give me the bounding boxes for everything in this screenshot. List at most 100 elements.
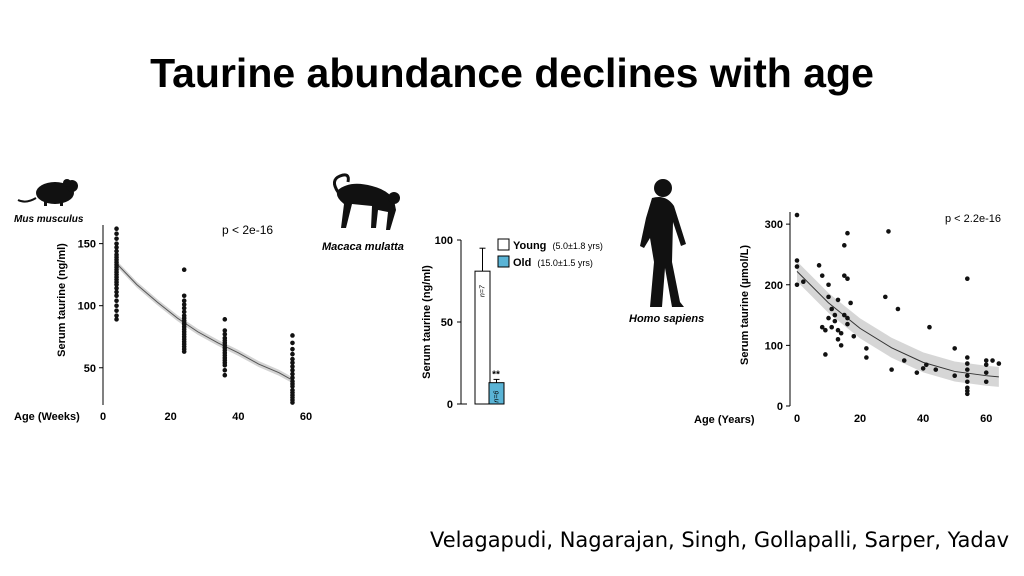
human-data-point <box>819 273 825 278</box>
mouse-data-point <box>114 286 119 291</box>
significance-marker: ** <box>492 369 500 380</box>
human-data-point <box>983 370 989 375</box>
mouse-data-point <box>114 231 119 236</box>
mouse-data-point <box>290 375 295 380</box>
human-data-point <box>842 243 847 248</box>
human-icon <box>640 179 686 307</box>
mouse-icon <box>17 179 78 206</box>
monkey-chart: 0 50 100 n=7 n=6 ** <box>435 235 505 411</box>
human-data-point <box>819 324 825 330</box>
mouse-data-point <box>290 367 295 373</box>
mouse-data-point <box>181 298 187 304</box>
mouse-x-label: Age (Weeks) <box>14 411 80 423</box>
mouse-data-point <box>181 293 187 299</box>
mouse-x-tick-label: 20 <box>165 411 177 423</box>
human-data-point <box>901 358 907 363</box>
mouse-x-tick-label: 40 <box>232 411 244 423</box>
bar-young <box>474 270 491 405</box>
mouse-data-point <box>181 305 187 311</box>
human-data-point <box>952 373 957 378</box>
human-data-point <box>965 373 970 378</box>
human-data-point <box>832 318 838 324</box>
mouse-data-point <box>181 349 187 354</box>
human-data-point <box>990 358 995 363</box>
human-data-point <box>933 367 939 372</box>
bar-n-label-old: n=6 <box>494 391 501 403</box>
human-p-value: p < 2.2e-16 <box>945 213 1001 225</box>
mouse-x-tick-label: 0 <box>100 411 106 423</box>
human-species-label: Homo sapiens <box>629 313 704 325</box>
legend-young: Young (5.0±1.8 yrs) <box>513 240 603 252</box>
human-data-point <box>835 337 841 342</box>
mouse-data-point <box>290 364 295 369</box>
human-x-tick-label: 60 <box>980 413 992 425</box>
monkey-species-label: Macaca mulatta <box>322 241 404 253</box>
human-data-point <box>965 391 970 397</box>
mouse-data-point <box>290 333 295 338</box>
mouse-y-tick-label: 150 <box>78 239 96 251</box>
human-data-point <box>823 327 828 333</box>
human-data-point <box>842 312 847 318</box>
mouse-data-point <box>114 226 119 232</box>
mouse-data-point <box>114 289 119 295</box>
mouse-chart: 50 100 150 0 20 40 60 <box>78 225 312 423</box>
mouse-y-tick-label: 100 <box>78 301 96 313</box>
mouse-data-point <box>181 309 187 315</box>
mouse-data-point <box>181 302 187 307</box>
mouse-data-point <box>290 351 295 357</box>
human-data-point <box>883 294 888 300</box>
monkey-y-label: Serum taurine (ng/ml) <box>421 265 433 379</box>
human-data-point <box>826 294 831 300</box>
human-data-point <box>965 355 970 360</box>
human-data-point <box>829 306 834 312</box>
legend-old-swatch <box>497 255 510 268</box>
mouse-data-point <box>114 293 119 299</box>
human-data-point <box>826 282 831 288</box>
slide-title: Taurine abundance declines with age <box>150 50 874 96</box>
human-y-tick-label: 200 <box>765 280 783 292</box>
mouse-x-tick-label: 60 <box>300 411 312 423</box>
mouse-data-point <box>114 245 119 250</box>
human-data-point <box>835 327 841 333</box>
legend-young-swatch <box>497 238 510 251</box>
legend-old-detail: (15.0±1.5 yrs) <box>537 258 592 268</box>
mouse-data-point <box>290 340 295 346</box>
mouse-data-point <box>114 241 119 246</box>
mouse-data-point <box>222 367 228 373</box>
author-list: Velagapudi, Nagarajan, Singh, Gollapalli… <box>430 528 1010 552</box>
human-data-point <box>794 258 800 263</box>
mouse-y-tick-label: 50 <box>84 363 96 375</box>
human-data-point <box>864 355 869 360</box>
mouse-data-point <box>222 362 228 368</box>
mouse-fit-line <box>116 263 293 381</box>
human-x-label: Age (Years) <box>694 414 755 426</box>
mouse-data-point <box>290 400 295 405</box>
mouse-data-point <box>181 267 187 272</box>
human-data-point <box>895 306 901 312</box>
mouse-y-label: Serum taurine (ng/ml) <box>56 243 68 357</box>
human-data-point <box>838 343 844 348</box>
mouse-data-point <box>290 346 295 352</box>
mouse-data-point <box>114 313 119 318</box>
mouse-p-value: p < 2e-16 <box>222 223 273 237</box>
human-data-point <box>801 279 806 285</box>
legend-young-name: Young <box>513 240 546 252</box>
mouse-data-point <box>290 360 295 366</box>
human-y-tick-label: 100 <box>765 340 783 352</box>
mouse-data-point <box>290 356 295 362</box>
bar-n-label-young: n=7 <box>480 284 487 297</box>
human-data-point <box>965 379 970 385</box>
mouse-data-point <box>114 236 119 241</box>
human-data-point <box>983 362 989 368</box>
mouse-data-point <box>114 303 119 308</box>
legend-young-detail: (5.0±1.8 yrs) <box>552 241 602 251</box>
human-data-point <box>983 358 989 363</box>
mouse-data-point <box>114 282 119 287</box>
human-data-point <box>864 346 869 351</box>
human-data-point <box>794 264 800 269</box>
human-chart: 0 100 200 300 0 20 40 60 <box>765 212 1002 425</box>
human-data-point <box>886 229 891 234</box>
human-y-tick-label: 0 <box>777 401 783 413</box>
human-data-point <box>845 315 850 321</box>
human-data-point <box>838 330 844 336</box>
